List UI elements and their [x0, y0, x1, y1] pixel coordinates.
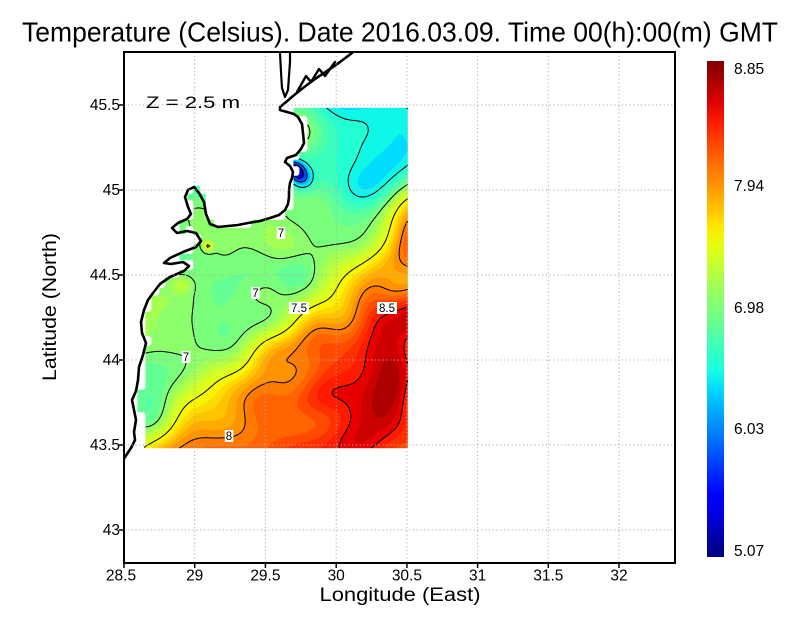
svg-text:30.5: 30.5	[392, 568, 422, 585]
svg-text:43: 43	[103, 522, 120, 539]
svg-text:8.5: 8.5	[379, 303, 395, 315]
svg-text:30: 30	[328, 568, 346, 585]
svg-text:Longitude (East): Longitude (East)	[320, 585, 481, 606]
svg-text:31.5: 31.5	[533, 568, 563, 585]
svg-text:7.5: 7.5	[291, 303, 307, 315]
svg-text:Z = 2.5 m: Z = 2.5 m	[146, 94, 240, 112]
svg-text:Latitude (North): Latitude (North)	[40, 233, 61, 381]
svg-text:6.98: 6.98	[734, 300, 764, 317]
svg-text:45: 45	[103, 182, 120, 199]
svg-text:Temperature (Celsius). Date 20: Temperature (Celsius). Date 2016.03.09. …	[22, 17, 778, 48]
svg-text:8: 8	[226, 431, 232, 443]
svg-text:31: 31	[469, 568, 486, 585]
svg-text:7: 7	[183, 352, 189, 364]
svg-text:44: 44	[103, 352, 121, 369]
svg-text:43.5: 43.5	[90, 437, 120, 454]
svg-text:28.5: 28.5	[106, 568, 136, 585]
svg-text:44.5: 44.5	[90, 267, 120, 284]
svg-text:7: 7	[252, 288, 258, 300]
svg-text:7.94: 7.94	[734, 178, 765, 195]
svg-text:45.5: 45.5	[90, 97, 120, 114]
svg-text:32: 32	[610, 568, 627, 585]
svg-text:8.85: 8.85	[734, 61, 764, 78]
svg-text:7: 7	[278, 228, 284, 240]
svg-text:29.5: 29.5	[250, 568, 280, 585]
svg-text:29: 29	[186, 568, 203, 585]
svg-text:5.07: 5.07	[734, 543, 764, 560]
svg-text:6.03: 6.03	[734, 421, 764, 438]
